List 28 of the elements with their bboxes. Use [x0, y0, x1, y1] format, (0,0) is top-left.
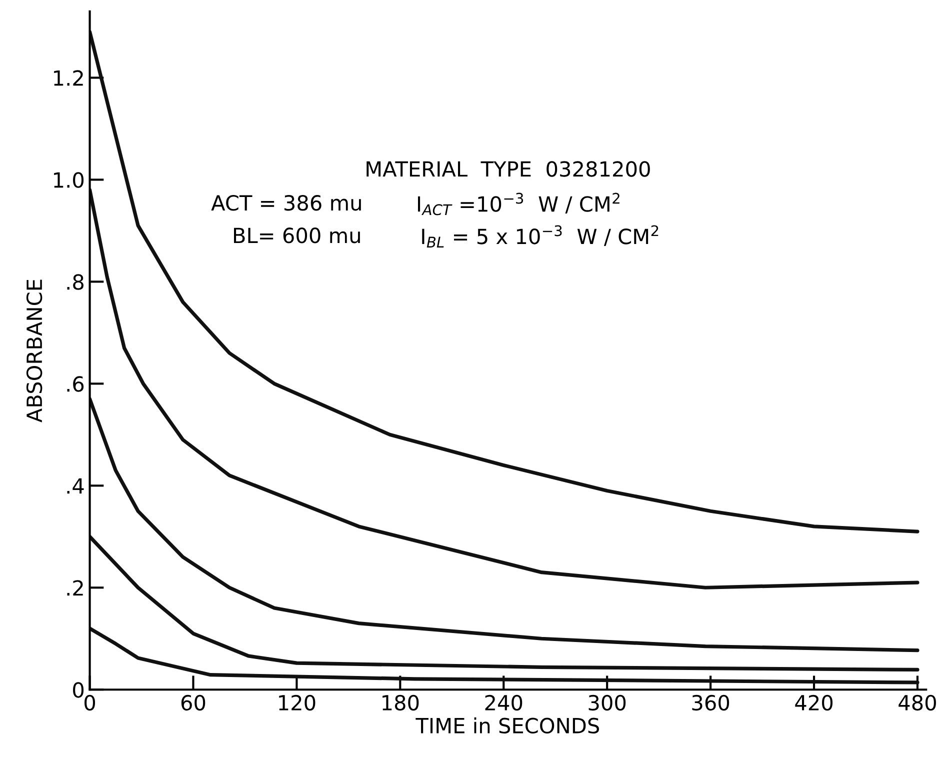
- x-axis-title: TIME in SECONDS: [416, 717, 599, 734]
- y-axis-title: ABSORBANCE: [26, 280, 42, 422]
- y-tick-label: 0: [73, 682, 84, 698]
- annotation: MATERIAL TYPE 03281200: [366, 161, 650, 177]
- x-tick-label: 240: [485, 694, 522, 711]
- x-tick-label: 180: [382, 694, 419, 711]
- y-tick-label: 1.2: [54, 70, 83, 86]
- y-tick-label: .2: [67, 580, 83, 596]
- line-series: [90, 30, 920, 534]
- x-tick-label: 300: [588, 694, 626, 711]
- x-tick-label: 60: [181, 694, 206, 711]
- y-tick-label: .4: [67, 478, 84, 494]
- x-tick-label: 360: [692, 694, 730, 711]
- y-tick-label: 1.0: [54, 172, 84, 188]
- line-series: [90, 397, 920, 652]
- annotation: I$_{ACT}$ =10$^{−3}$ W / CM$^{2}$: [418, 192, 620, 216]
- line-series: [90, 626, 920, 684]
- line-series: [90, 188, 920, 590]
- x-tick-label: 0: [84, 694, 96, 711]
- y-tick-label: .8: [67, 274, 84, 290]
- line-series: [90, 534, 920, 672]
- x-tick-label: 480: [898, 694, 936, 711]
- annotation: BL= 600 mu: [234, 228, 360, 244]
- x-tick-label: 120: [279, 694, 316, 711]
- annotation: I$_{BL}$ = 5 x 10$^{−3}$ W / CM$^{2}$: [422, 225, 658, 248]
- annotation: ACT = 386 mu: [211, 195, 361, 211]
- y-tick-label: .6: [67, 376, 84, 392]
- x-tick-label: 420: [795, 694, 833, 711]
